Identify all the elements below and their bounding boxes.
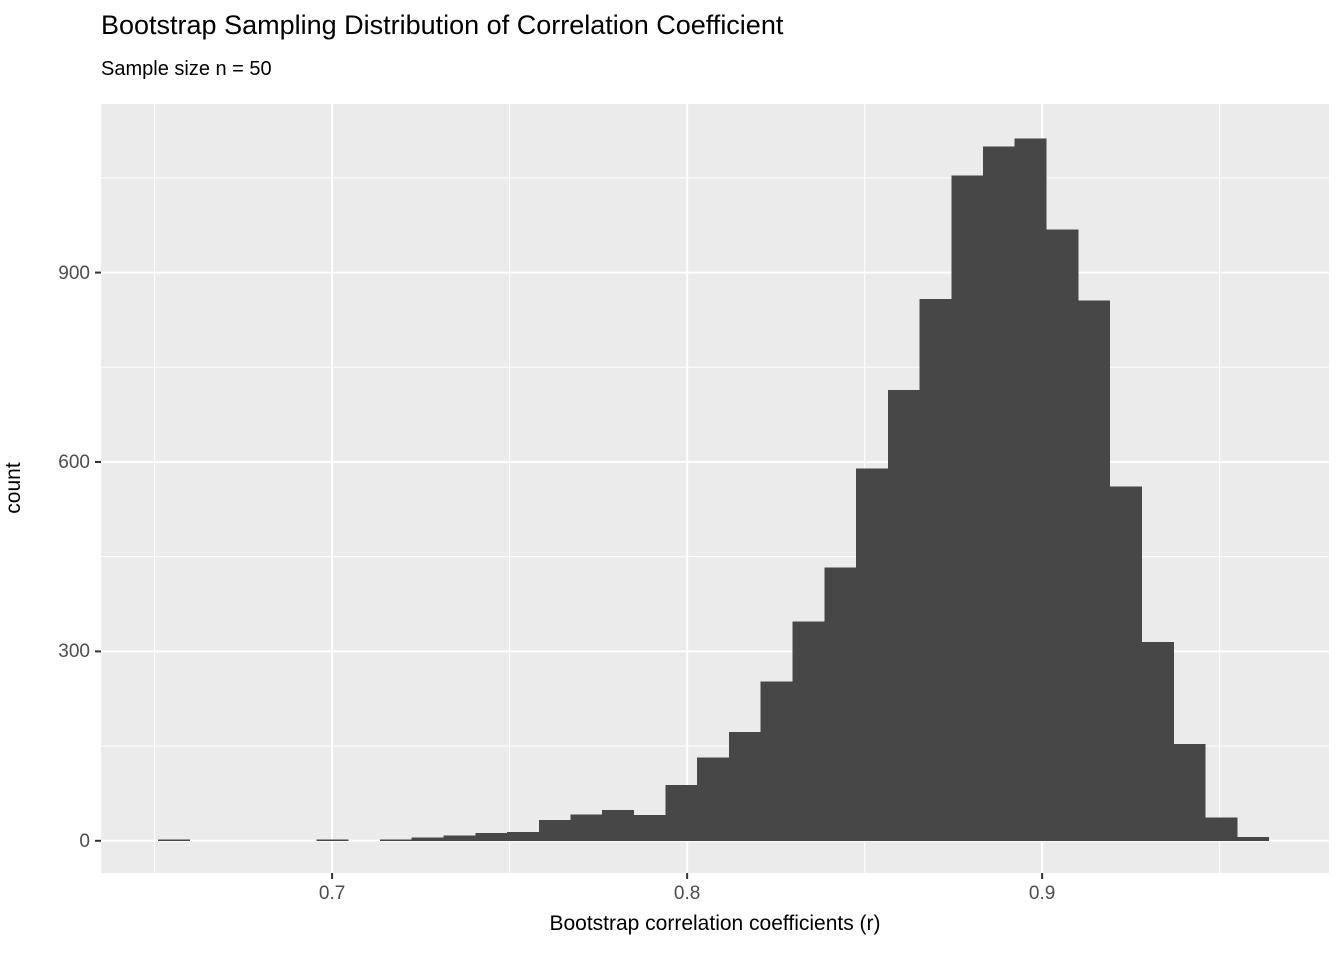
y-tick-label: 900 <box>58 262 90 284</box>
x-axis-title: Bootstrap correlation coefficients (r) <box>549 912 881 935</box>
histogram-bar <box>602 809 635 841</box>
histogram-bar <box>887 390 920 841</box>
histogram-bar <box>1046 229 1079 841</box>
histogram-bar <box>443 835 476 841</box>
histogram-bar <box>919 299 952 841</box>
histogram-bar <box>633 814 667 841</box>
histogram-bar <box>951 175 984 841</box>
histogram-bar <box>665 785 698 841</box>
histogram-bar <box>475 833 508 841</box>
histogram-bar <box>697 757 730 841</box>
histogram-bar <box>824 567 857 841</box>
histogram-bar <box>1173 744 1206 841</box>
x-tick-label: 0.7 <box>318 883 346 904</box>
histogram-bar <box>729 732 762 841</box>
y-tick-label: 300 <box>58 641 90 663</box>
histogram-bar <box>982 146 1016 841</box>
histogram-bar <box>411 837 444 841</box>
histogram-bar <box>1205 817 1238 841</box>
plot-subtitle: Sample size n = 50 <box>101 58 272 80</box>
plot-title: Bootstrap Sampling Distribution of Corre… <box>101 10 784 40</box>
histogram-bar <box>1078 300 1111 841</box>
histogram-bar <box>1014 138 1047 841</box>
histogram-bar <box>157 839 191 841</box>
histogram-bar <box>855 468 889 841</box>
histogram-bar <box>570 814 603 841</box>
histogram-bar <box>792 621 825 841</box>
x-tick-label: 0.8 <box>673 883 701 904</box>
histogram-bar <box>1109 486 1142 841</box>
histogram-bar <box>760 681 793 841</box>
histogram-bar <box>380 839 413 841</box>
histogram-bar <box>538 819 571 841</box>
y-tick-label: 600 <box>58 451 90 473</box>
histogram-bar <box>1236 837 1269 841</box>
x-tick-label: 0.9 <box>1028 883 1056 904</box>
y-tick-label: 0 <box>79 830 90 852</box>
histogram-bar <box>316 839 349 841</box>
histogram-bar <box>1141 641 1174 841</box>
histogram-bar <box>506 831 540 841</box>
